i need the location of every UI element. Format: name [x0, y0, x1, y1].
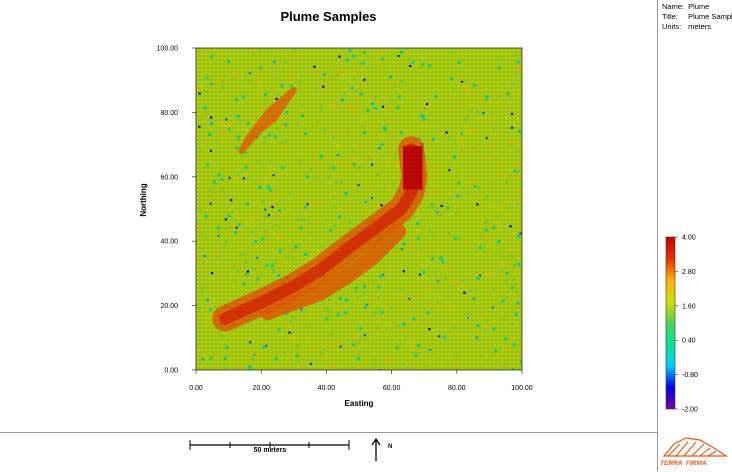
- units-label: Units:: [662, 22, 682, 31]
- colorbar-tick-label: -0.80: [682, 372, 698, 379]
- scale-bar: [189, 440, 350, 450]
- north-label: N: [388, 444, 393, 450]
- y-tick-label: 0.00: [164, 368, 178, 375]
- colorbar-tick-label: 0.40: [682, 338, 696, 345]
- name-label: Name:: [662, 2, 685, 11]
- name-value: Plume: [688, 2, 710, 11]
- map-panel: Plume Samples 0.00 20.00 40.00 60.00 80.00 10…: [139, 9, 533, 409]
- title-label: Title:: [662, 12, 678, 21]
- colorbar-tick-label: 2.80: [682, 269, 696, 276]
- x-tick-label: 0.00: [189, 385, 203, 392]
- y-axis-title: Northing: [139, 183, 148, 216]
- colorbar-tick-label: -2.00: [682, 407, 698, 414]
- colorbar-tick-label: 1.60: [682, 303, 696, 310]
- name-row: Name: Plume: [662, 2, 709, 12]
- y-tick-label: 100.00: [157, 46, 179, 53]
- title-row: Title: Plume Samples: [662, 12, 732, 22]
- plume-chart: 0.00 20.00 40.00 60.00 80.00 100.00 0.00 20.00…: [139, 46, 533, 409]
- title-value: Plume Samples: [688, 12, 732, 21]
- y-tick-label: 60.00: [160, 174, 178, 181]
- grid-texture: [196, 48, 522, 370]
- y-tick-label: 20.00: [160, 303, 178, 310]
- info-sidebar: Name: Plume Title: Plume Samples Units: …: [657, 0, 732, 471]
- logo-text-1: TERRA: [660, 460, 683, 467]
- y-tick-label: 80.00: [160, 110, 178, 117]
- units-value: meters: [688, 22, 712, 31]
- x-axis-title: Easting: [345, 399, 374, 408]
- chart-title: Plume Samples: [280, 9, 377, 24]
- x-tick-label: 20.00: [252, 385, 270, 392]
- map-footer: 50 meters N: [0, 432, 657, 472]
- units-row: Units: meters: [662, 22, 711, 32]
- north-arrow-icon: [371, 437, 381, 461]
- x-tick-label: 60.00: [383, 385, 401, 392]
- color-scale: 4.00 2.80 1.60 0.40 -0.80 -2.00: [665, 235, 698, 414]
- colorbar-tick-label: 4.00: [682, 235, 696, 242]
- x-tick-label: 80.00: [448, 385, 466, 392]
- colorbar-gradient: [665, 236, 676, 410]
- x-tick-label: 40.00: [318, 385, 336, 392]
- x-tick-label: 100.00: [511, 385, 533, 392]
- terra-firma-logo: TERRA FIRMA: [660, 437, 728, 467]
- y-tick-label: 40.00: [160, 239, 178, 246]
- plot-frame: [195, 47, 523, 371]
- scale-bar-label: 50 meters: [253, 447, 287, 454]
- logo-text-2: FIRMA: [686, 460, 707, 467]
